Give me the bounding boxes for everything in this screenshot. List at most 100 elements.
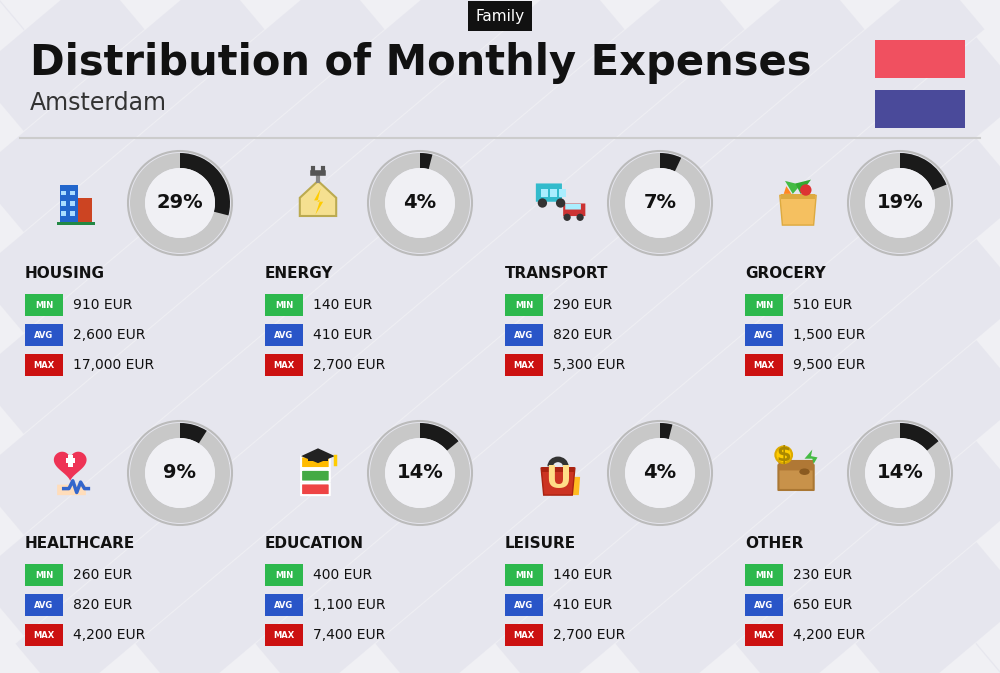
Polygon shape (301, 448, 335, 463)
Polygon shape (784, 186, 792, 194)
Text: MIN: MIN (275, 301, 293, 310)
Wedge shape (370, 423, 470, 523)
Text: Distribution of Monthly Expenses: Distribution of Monthly Expenses (30, 42, 812, 84)
Wedge shape (660, 153, 681, 172)
FancyBboxPatch shape (745, 624, 783, 646)
FancyBboxPatch shape (778, 460, 814, 470)
Text: 9,500 EUR: 9,500 EUR (793, 358, 865, 372)
Polygon shape (541, 468, 575, 495)
FancyBboxPatch shape (68, 455, 73, 466)
Text: MAX: MAX (753, 631, 775, 639)
Circle shape (800, 184, 812, 196)
Text: 7,400 EUR: 7,400 EUR (313, 628, 385, 642)
Wedge shape (130, 423, 230, 523)
Text: AVG: AVG (274, 330, 294, 339)
Text: MAX: MAX (273, 361, 295, 369)
Text: MIN: MIN (35, 571, 53, 579)
Text: MIN: MIN (515, 301, 533, 310)
FancyBboxPatch shape (308, 454, 328, 461)
FancyBboxPatch shape (550, 188, 557, 197)
FancyBboxPatch shape (505, 564, 543, 586)
FancyBboxPatch shape (25, 324, 63, 346)
Text: AVG: AVG (514, 330, 534, 339)
FancyBboxPatch shape (25, 564, 63, 586)
Text: AVG: AVG (754, 330, 774, 339)
Wedge shape (610, 423, 710, 523)
Circle shape (576, 213, 584, 221)
FancyBboxPatch shape (505, 624, 543, 646)
Polygon shape (54, 452, 87, 481)
Circle shape (385, 438, 455, 508)
FancyBboxPatch shape (301, 456, 330, 468)
Text: Family: Family (475, 9, 525, 24)
Text: 410 EUR: 410 EUR (553, 598, 612, 612)
Text: 29%: 29% (157, 194, 203, 213)
FancyBboxPatch shape (505, 354, 543, 376)
Text: 140 EUR: 140 EUR (313, 298, 372, 312)
Text: 2,700 EUR: 2,700 EUR (553, 628, 625, 642)
Wedge shape (660, 423, 672, 439)
FancyBboxPatch shape (265, 294, 303, 316)
FancyBboxPatch shape (60, 185, 78, 224)
Circle shape (775, 446, 792, 463)
FancyBboxPatch shape (505, 594, 543, 616)
Text: 4%: 4% (403, 194, 437, 213)
Circle shape (145, 168, 215, 238)
Text: 140 EUR: 140 EUR (553, 568, 612, 582)
Text: MAX: MAX (33, 631, 55, 639)
Circle shape (385, 168, 455, 238)
FancyBboxPatch shape (70, 201, 75, 205)
Text: AVG: AVG (34, 600, 54, 610)
Wedge shape (850, 153, 950, 253)
Text: GROCERY: GROCERY (745, 266, 826, 281)
Circle shape (556, 199, 565, 208)
FancyBboxPatch shape (536, 184, 562, 202)
Text: EDUCATION: EDUCATION (265, 536, 364, 551)
Wedge shape (420, 423, 459, 451)
Text: 820 EUR: 820 EUR (553, 328, 612, 342)
Text: MAX: MAX (753, 361, 775, 369)
FancyBboxPatch shape (57, 485, 86, 495)
FancyBboxPatch shape (265, 624, 303, 646)
FancyBboxPatch shape (781, 194, 815, 199)
Text: 2,600 EUR: 2,600 EUR (73, 328, 145, 342)
Text: 4%: 4% (643, 464, 677, 483)
Polygon shape (314, 188, 323, 215)
FancyBboxPatch shape (25, 624, 63, 646)
Text: 1,500 EUR: 1,500 EUR (793, 328, 865, 342)
Text: 290 EUR: 290 EUR (553, 298, 612, 312)
Circle shape (563, 213, 571, 221)
Wedge shape (610, 153, 710, 253)
FancyBboxPatch shape (265, 324, 303, 346)
Wedge shape (370, 153, 470, 253)
Polygon shape (561, 477, 580, 495)
Polygon shape (785, 181, 801, 194)
FancyBboxPatch shape (541, 188, 548, 197)
FancyBboxPatch shape (875, 40, 965, 78)
FancyBboxPatch shape (301, 483, 330, 495)
Text: MIN: MIN (275, 571, 293, 579)
FancyBboxPatch shape (563, 203, 585, 216)
Text: 5,300 EUR: 5,300 EUR (553, 358, 625, 372)
FancyBboxPatch shape (25, 594, 63, 616)
FancyBboxPatch shape (565, 204, 581, 209)
FancyBboxPatch shape (70, 211, 75, 216)
Wedge shape (900, 423, 939, 451)
Text: MAX: MAX (513, 361, 535, 369)
Text: 14%: 14% (397, 464, 443, 483)
Wedge shape (900, 153, 946, 190)
Text: U: U (545, 464, 571, 495)
Text: MIN: MIN (755, 571, 773, 579)
Polygon shape (804, 450, 818, 464)
FancyBboxPatch shape (778, 465, 814, 490)
Text: AVG: AVG (514, 600, 534, 610)
Text: 4,200 EUR: 4,200 EUR (793, 628, 865, 642)
Text: 510 EUR: 510 EUR (793, 298, 852, 312)
FancyBboxPatch shape (66, 458, 75, 463)
Text: 400 EUR: 400 EUR (313, 568, 372, 582)
FancyBboxPatch shape (875, 90, 965, 128)
Wedge shape (180, 423, 207, 444)
Text: TRANSPORT: TRANSPORT (505, 266, 608, 281)
Text: MIN: MIN (515, 571, 533, 579)
Text: 910 EUR: 910 EUR (73, 298, 132, 312)
